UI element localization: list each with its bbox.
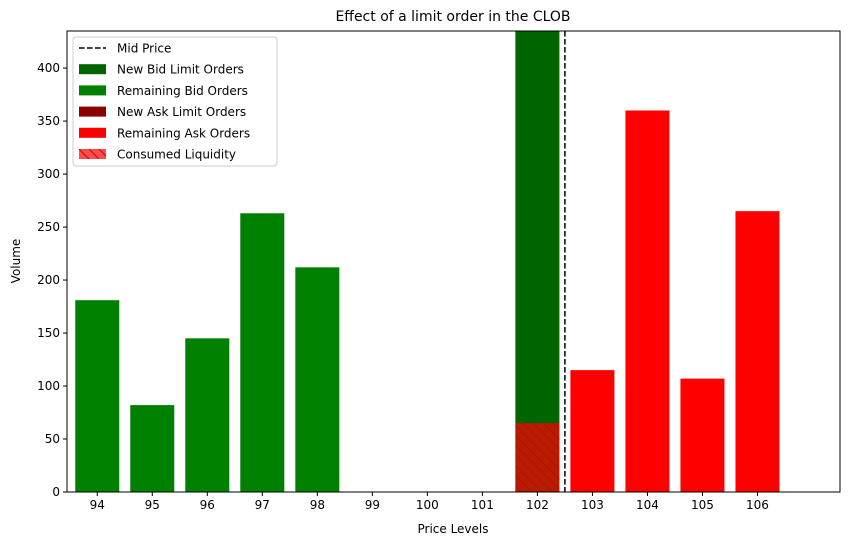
x-tick-label: 106 bbox=[746, 498, 769, 512]
bar-remaining-ask-orders bbox=[735, 211, 780, 492]
x-tick-label: 94 bbox=[90, 498, 105, 512]
bar-remaining-ask-orders bbox=[680, 378, 725, 492]
x-tick-label: 98 bbox=[310, 498, 325, 512]
bar-new-bid-limit-orders bbox=[515, 31, 560, 492]
y-axis-label: Volume bbox=[9, 239, 23, 284]
bar-remaining-bid-orders bbox=[295, 267, 340, 492]
legend-swatch bbox=[79, 149, 106, 159]
x-tick-label: 104 bbox=[636, 498, 659, 512]
legend-label: Remaining Bid Orders bbox=[117, 84, 248, 98]
bar-remaining-bid-orders bbox=[130, 405, 175, 492]
x-tick-label: 102 bbox=[526, 498, 549, 512]
x-tick-label: 99 bbox=[365, 498, 380, 512]
legend-box bbox=[72, 36, 278, 167]
y-tick-label: 0 bbox=[52, 485, 60, 499]
y-tick-label: 400 bbox=[37, 61, 60, 75]
legend-label: Mid Price bbox=[117, 42, 171, 56]
bar-consumed-liquidity bbox=[515, 423, 560, 492]
legend-swatch bbox=[79, 127, 106, 138]
bar-remaining-bid-orders bbox=[185, 338, 230, 492]
x-tick-label: 95 bbox=[145, 498, 160, 512]
x-tick-label: 100 bbox=[416, 498, 439, 512]
y-tick-label: 350 bbox=[37, 114, 60, 128]
y-tick-label: 50 bbox=[45, 432, 60, 446]
bar-remaining-bid-orders bbox=[75, 300, 120, 492]
x-tick-label: 97 bbox=[255, 498, 270, 512]
x-tick-label: 101 bbox=[471, 498, 494, 512]
y-tick-label: 250 bbox=[37, 220, 60, 234]
chart-title: Effect of a limit order in the CLOB bbox=[335, 9, 570, 25]
x-tick-label: 105 bbox=[691, 498, 714, 512]
bar-remaining-ask-orders bbox=[570, 370, 615, 492]
x-tick-label: 96 bbox=[200, 498, 215, 512]
y-tick-label: 300 bbox=[37, 167, 60, 181]
legend-swatch bbox=[79, 106, 106, 117]
legend-label: Remaining Ask Orders bbox=[117, 126, 250, 140]
legend-label: New Ask Limit Orders bbox=[117, 105, 246, 119]
legend-label: Consumed Liquidity bbox=[117, 148, 236, 162]
x-tick-label: 103 bbox=[581, 498, 604, 512]
x-axis-label: Price Levels bbox=[417, 522, 488, 536]
y-tick-label: 100 bbox=[37, 379, 60, 393]
bar-remaining-bid-orders bbox=[240, 213, 285, 492]
legend-swatch bbox=[79, 64, 106, 75]
y-tick-label: 200 bbox=[37, 273, 60, 287]
legend-swatch bbox=[79, 85, 106, 96]
plot-frame bbox=[66, 30, 841, 493]
y-tick-label: 150 bbox=[37, 326, 60, 340]
legend-label: New Bid Limit Orders bbox=[117, 63, 244, 77]
bar-remaining-ask-orders bbox=[625, 110, 670, 492]
